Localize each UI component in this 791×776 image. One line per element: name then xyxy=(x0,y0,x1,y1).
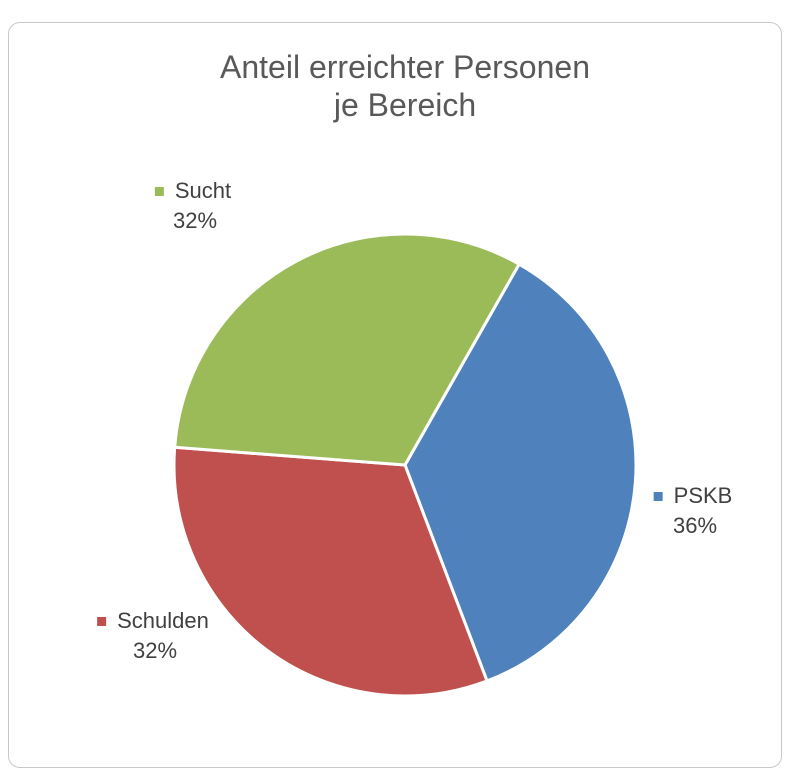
pie-slice xyxy=(173,232,522,467)
slice-value-label: 32% xyxy=(133,638,177,663)
pie-slice xyxy=(403,262,638,683)
legend-marker xyxy=(653,492,663,501)
slice-value-label: 36% xyxy=(673,513,717,538)
slice-label: Sucht xyxy=(175,178,231,203)
legend-marker xyxy=(154,187,164,196)
pie-slice xyxy=(172,445,489,698)
chart-border xyxy=(8,22,782,768)
chart-title: Anteil erreichter Personen je Bereich xyxy=(220,49,590,123)
slice-label: PSKB xyxy=(674,483,733,508)
legend-marker xyxy=(97,617,107,626)
slice-label: Schulden xyxy=(117,608,209,633)
slice-value-label: 32% xyxy=(173,208,217,233)
